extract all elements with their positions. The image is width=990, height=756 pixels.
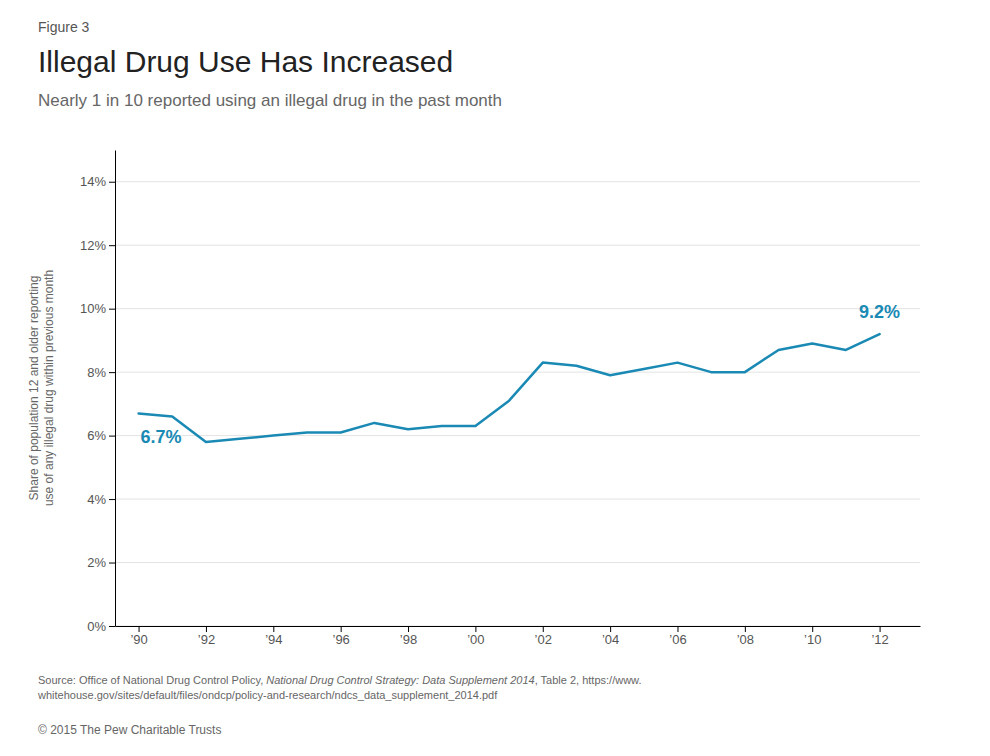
grid-line bbox=[115, 372, 920, 373]
y-tick: 0% bbox=[87, 619, 115, 634]
y-tick-label: 8% bbox=[87, 365, 106, 380]
y-tick: 4% bbox=[87, 492, 115, 507]
x-tick-mark bbox=[408, 626, 409, 632]
y-tick-label: 6% bbox=[87, 428, 106, 443]
x-tick-label: ’02 bbox=[535, 632, 552, 647]
x-tick-mark bbox=[677, 626, 678, 632]
y-tick: 12% bbox=[80, 238, 115, 253]
title: Illegal Drug Use Has Increased bbox=[38, 45, 453, 78]
x-tick-mark bbox=[610, 626, 611, 632]
source-text: Source: Office of National Drug Control … bbox=[38, 674, 266, 686]
x-tick-label: ’08 bbox=[737, 632, 754, 647]
data-line bbox=[139, 334, 880, 442]
y-tick-label: 2% bbox=[87, 555, 106, 570]
y-tick-mark bbox=[109, 436, 115, 437]
x-tick: ’02 bbox=[535, 626, 552, 647]
x-tick-mark bbox=[543, 626, 544, 632]
y-tick-label: 12% bbox=[80, 238, 106, 253]
x-tick-mark bbox=[341, 626, 342, 632]
source-text: National Drug Control Strategy: Data Sup… bbox=[266, 674, 534, 686]
x-tick: ’98 bbox=[400, 626, 417, 647]
x-tick-label: ’90 bbox=[130, 632, 147, 647]
x-tick-mark bbox=[475, 626, 476, 632]
x-tick-mark bbox=[273, 626, 274, 632]
x-tick: ’08 bbox=[737, 626, 754, 647]
x-tick-mark bbox=[880, 626, 881, 632]
x-tick-label: ’12 bbox=[871, 632, 888, 647]
x-tick: ’00 bbox=[467, 626, 484, 647]
source-text: , Table 2, https://www. bbox=[535, 674, 642, 686]
x-tick: ’04 bbox=[602, 626, 619, 647]
x-tick: ’10 bbox=[804, 626, 821, 647]
grid-line bbox=[115, 245, 920, 246]
y-axis-line bbox=[115, 151, 116, 627]
source: Source: Office of National Drug Control … bbox=[38, 674, 641, 686]
y-axis: 0% 2% 4% 6% 8% 10% 12% 14% bbox=[80, 151, 116, 634]
chart: Figure 3 Illegal Drug Use Has Increased Ne… bbox=[0, 0, 990, 756]
x-tick-label: ’10 bbox=[804, 632, 821, 647]
x-tick: ’06 bbox=[669, 626, 686, 647]
y-axis-title-line: use of any illegal drug within previous … bbox=[42, 270, 56, 506]
y-tick-mark bbox=[109, 309, 115, 310]
x-tick: ’92 bbox=[198, 626, 215, 647]
marks bbox=[139, 334, 880, 442]
y-tick-mark bbox=[109, 245, 115, 246]
x-tick: ’96 bbox=[332, 626, 349, 647]
x-tick-label: ’00 bbox=[467, 632, 484, 647]
x-tick-label: ’06 bbox=[669, 632, 686, 647]
y-tick: 6% bbox=[87, 428, 115, 443]
y-tick: 8% bbox=[87, 365, 115, 380]
x-tick: ’90 bbox=[130, 626, 147, 647]
plot: ’90 ’92 ’94 ’96 ’98 ’00 ’02 ’04 ’06 ’08 ’10 ’12 0% 2%… bbox=[27, 151, 921, 648]
y-tick: 10% bbox=[80, 301, 115, 316]
y-tick-label: 10% bbox=[80, 301, 106, 316]
y-tick-label: 14% bbox=[80, 174, 106, 189]
x-tick-label: ’98 bbox=[400, 632, 417, 647]
x-tick-mark bbox=[206, 626, 207, 632]
grid-line bbox=[115, 499, 920, 500]
annotation: 9.2% bbox=[859, 302, 900, 322]
x-tick: ’12 bbox=[871, 626, 888, 647]
x-axis-line bbox=[116, 626, 921, 627]
y-tick-label: 0% bbox=[87, 619, 106, 634]
copyright: © 2015 The Pew Charitable Trusts bbox=[38, 723, 221, 737]
x-tick-label: ’94 bbox=[265, 632, 282, 647]
y-tick-mark bbox=[109, 563, 115, 564]
grid-line bbox=[115, 626, 920, 627]
source: whitehouse.gov/sites/default/files/ondcp… bbox=[37, 689, 498, 701]
figure-label: Figure 3 bbox=[38, 19, 90, 35]
y-tick: 2% bbox=[87, 555, 115, 570]
x-tick-label: ’04 bbox=[602, 632, 619, 647]
x-tick-label: ’96 bbox=[332, 632, 349, 647]
annotations: 6.7% 9.2% bbox=[141, 302, 901, 447]
x-tick-mark bbox=[139, 626, 140, 632]
x-tick-mark bbox=[812, 626, 813, 632]
x-tick-mark bbox=[745, 626, 746, 632]
y-axis-title-line: Share of population 12 and older reporti… bbox=[27, 276, 41, 501]
grid-line bbox=[115, 435, 920, 436]
grid-line bbox=[115, 562, 920, 563]
y-tick-mark bbox=[109, 499, 115, 500]
y-tick-label: 4% bbox=[87, 492, 106, 507]
subtitle: Nearly 1 in 10 reported using an illegal… bbox=[38, 91, 502, 110]
x-tick: ’94 bbox=[265, 626, 282, 647]
y-axis-title: Share of population 12 and older reporti… bbox=[27, 270, 56, 506]
grid bbox=[115, 182, 920, 626]
x-axis: ’90 ’92 ’94 ’96 ’98 ’00 ’02 ’04 ’06 ’08 ’10 ’12 bbox=[116, 626, 921, 647]
y-tick: 14% bbox=[80, 174, 115, 189]
y-tick-mark bbox=[109, 372, 115, 373]
y-tick-mark bbox=[109, 182, 115, 183]
grid-line bbox=[115, 308, 920, 309]
grid-line bbox=[115, 181, 920, 182]
annotation: 6.7% bbox=[141, 427, 182, 447]
y-tick-mark bbox=[109, 626, 115, 627]
x-tick-label: ’92 bbox=[198, 632, 215, 647]
